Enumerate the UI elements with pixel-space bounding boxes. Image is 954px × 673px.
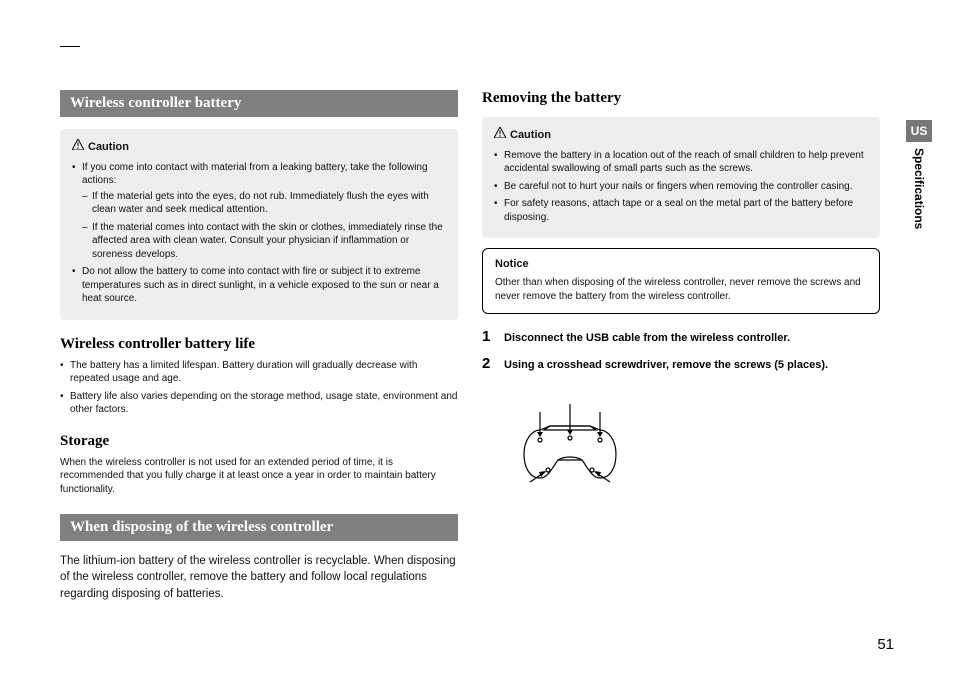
content-columns: Wireless controller battery Caution If y… <box>60 90 894 602</box>
page-number: 51 <box>877 636 894 653</box>
caution-box-right: Caution Remove the battery in a location… <box>482 117 880 238</box>
caution-title: Caution <box>72 139 446 155</box>
battery-life-list: The battery has a limited lifespan. Batt… <box>60 359 458 417</box>
right-column: Removing the battery Caution Remove the … <box>482 90 880 602</box>
heading-battery-life: Wireless controller battery life <box>60 336 458 353</box>
caution-title: Caution <box>494 127 868 143</box>
caution-label: Caution <box>88 140 129 155</box>
caution-box-left: Caution If you come into contact with ma… <box>60 129 458 320</box>
step-2: 2 Using a crosshead screwdriver, remove … <box>482 355 880 372</box>
step-number: 1 <box>482 328 496 345</box>
caution-subitem: If the material gets into the eyes, do n… <box>82 190 446 217</box>
caution-subitem: If the material comes into contact with … <box>82 221 446 262</box>
caution-sublist: If the material gets into the eyes, do n… <box>82 190 446 262</box>
heading-storage: Storage <box>60 433 458 450</box>
heading-removing: Removing the battery <box>482 90 880 107</box>
step-number: 2 <box>482 355 496 372</box>
list-item: Battery life also varies depending on th… <box>60 390 458 417</box>
section-label: Specifications <box>912 148 926 229</box>
list-item: The battery has a limited lifespan. Batt… <box>60 359 458 386</box>
step-1: 1 Disconnect the USB cable from the wire… <box>482 328 880 345</box>
warning-icon <box>72 139 84 155</box>
bar-heading-disposing: When disposing of the wireless controlle… <box>60 514 458 541</box>
region-badge: US <box>906 120 933 142</box>
caution-list: Remove the battery in a location out of … <box>494 149 868 225</box>
notice-title: Notice <box>495 257 867 272</box>
controller-diagram <box>510 382 880 497</box>
notice-text: Other than when disposing of the wireles… <box>495 276 867 303</box>
page: US Specifications Wireless controller ba… <box>0 0 954 673</box>
side-tab: US Specifications <box>904 120 934 229</box>
caution-item: Do not allow the battery to come into co… <box>72 265 446 306</box>
caution-item: If you come into contact with material f… <box>72 161 446 262</box>
storage-text: When the wireless controller is not used… <box>60 456 458 497</box>
bar-heading-battery: Wireless controller battery <box>60 90 458 117</box>
step-text: Disconnect the USB cable from the wirele… <box>504 332 880 344</box>
step-text: Using a crosshead screwdriver, remove th… <box>504 359 880 371</box>
left-column: Wireless controller battery Caution If y… <box>60 90 458 602</box>
caution-label: Caution <box>510 128 551 143</box>
caution-item: Remove the battery in a location out of … <box>494 149 868 176</box>
caution-item: For safety reasons, attach tape or a sea… <box>494 197 868 224</box>
header-rule <box>60 46 80 47</box>
steps-list: 1 Disconnect the USB cable from the wire… <box>482 328 880 372</box>
caution-item: Be careful not to hurt your nails or fin… <box>494 180 868 194</box>
caution-list: If you come into contact with material f… <box>72 161 446 306</box>
warning-icon <box>494 127 506 143</box>
notice-box: Notice Other than when disposing of the … <box>482 248 880 314</box>
caution-item-text: If you come into contact with material f… <box>82 162 428 187</box>
dispose-text: The lithium-ion battery of the wireless … <box>60 553 458 601</box>
